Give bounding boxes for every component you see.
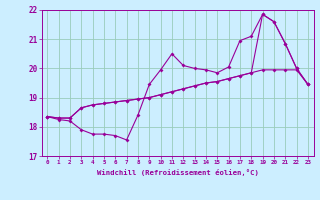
X-axis label: Windchill (Refroidissement éolien,°C): Windchill (Refroidissement éolien,°C) [97, 169, 259, 176]
